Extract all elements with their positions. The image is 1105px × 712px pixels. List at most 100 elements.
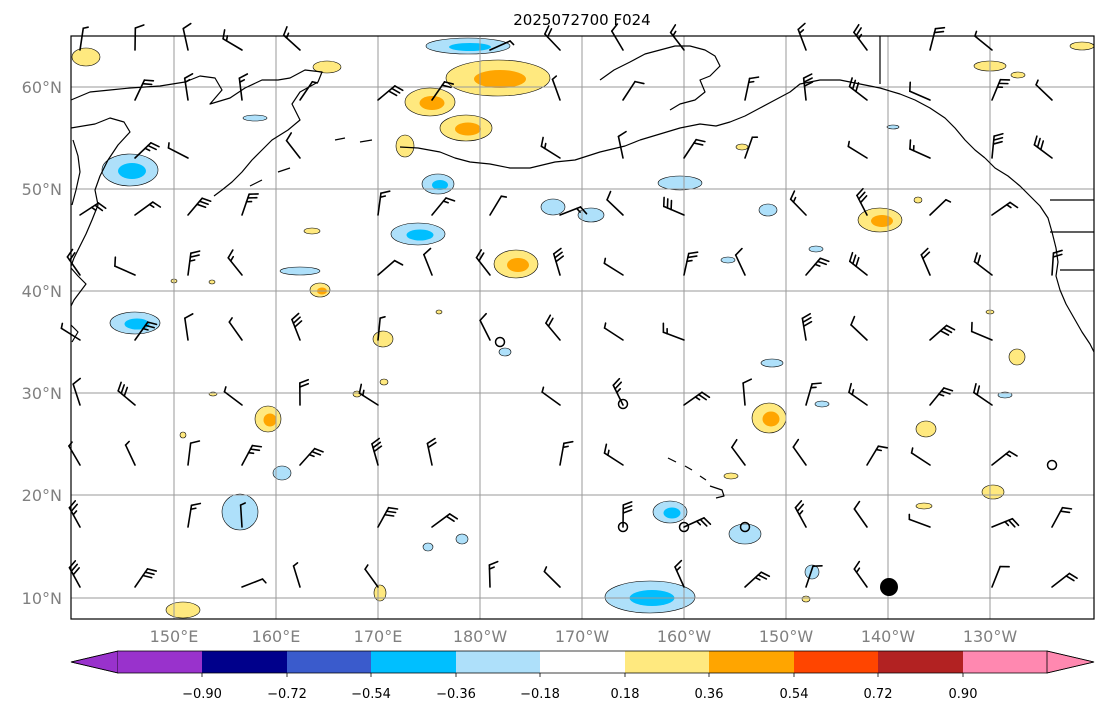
wind-barb bbox=[797, 22, 807, 51]
calm-circle bbox=[678, 521, 690, 533]
lat-label: 60°N bbox=[22, 78, 62, 97]
wind-barb bbox=[134, 142, 160, 159]
negative-anomaly-blob bbox=[272, 465, 292, 481]
colorbar-swatch bbox=[625, 651, 709, 673]
negative-anomaly-blob bbox=[455, 533, 469, 545]
positive-anomaly-blob bbox=[1010, 71, 1026, 79]
wind-barb bbox=[973, 383, 993, 406]
positive-anomaly-blob bbox=[915, 420, 937, 438]
colorbar-tick-label: −0.90 bbox=[182, 687, 222, 702]
asia-coastline bbox=[70, 69, 323, 197]
wind-barb bbox=[364, 564, 379, 588]
wind-barb bbox=[559, 440, 574, 466]
hawaiian-islands bbox=[667, 457, 725, 499]
positive-anomaly-blob bbox=[735, 143, 749, 151]
wind-barb bbox=[377, 259, 404, 276]
positive-anomaly-blob bbox=[372, 330, 394, 348]
wind-barb bbox=[479, 312, 491, 341]
wind-barb bbox=[610, 23, 624, 51]
calm-circle bbox=[739, 521, 751, 533]
wind-barb bbox=[488, 560, 499, 588]
wind-barb bbox=[683, 517, 712, 528]
negative-anomaly-core bbox=[118, 163, 146, 179]
negative-anomaly-blob bbox=[279, 266, 321, 276]
calm-circle bbox=[617, 398, 629, 410]
colorbar-swatch bbox=[287, 651, 371, 673]
wind-barb bbox=[929, 387, 954, 406]
positive-anomaly-blob bbox=[395, 134, 415, 158]
wind-barb bbox=[241, 444, 263, 466]
wind-barbs bbox=[60, 22, 1078, 588]
positive-anomaly-blob bbox=[303, 227, 321, 235]
wind-barb bbox=[970, 321, 993, 341]
wind-barb bbox=[848, 77, 868, 101]
wind-barb bbox=[920, 247, 931, 276]
wind-barb bbox=[1033, 135, 1053, 159]
colorbar-tick-label: −0.54 bbox=[351, 687, 391, 702]
negative-anomaly-blob bbox=[657, 175, 703, 191]
wind-barb bbox=[79, 26, 89, 51]
wind-barb bbox=[847, 140, 868, 159]
colorbar-swatch bbox=[371, 651, 456, 673]
canada-border bbox=[879, 36, 1094, 271]
negative-anomaly-core bbox=[663, 507, 681, 519]
wind-barb bbox=[853, 560, 868, 588]
wind-barb bbox=[167, 142, 189, 159]
wind-barb bbox=[742, 378, 753, 406]
wind-barb bbox=[603, 443, 624, 466]
wind-barb bbox=[744, 136, 759, 159]
colorbar-swatch bbox=[540, 651, 625, 673]
colorbar-tick-label: 0.36 bbox=[695, 687, 724, 702]
wind-barb bbox=[622, 80, 645, 101]
wind-barb bbox=[848, 382, 868, 406]
wind-barb bbox=[187, 250, 201, 276]
positive-anomaly-blob bbox=[379, 378, 389, 386]
wind-barb bbox=[603, 322, 624, 341]
colorbar-swatch bbox=[118, 651, 202, 673]
wind-barb bbox=[805, 382, 822, 406]
wind-barb bbox=[929, 198, 952, 216]
wind-barb bbox=[182, 22, 192, 51]
wind-barb bbox=[377, 506, 399, 528]
wind-barb bbox=[134, 321, 158, 341]
positive-anomaly-blob bbox=[312, 60, 342, 74]
colorbar-outline bbox=[70, 650, 1095, 674]
wind-barb bbox=[545, 314, 561, 341]
negative-anomaly-blob bbox=[808, 245, 824, 253]
negative-anomaly-blob bbox=[728, 523, 762, 545]
lon-label: 150°E bbox=[150, 627, 199, 646]
wind-barb bbox=[910, 447, 931, 466]
wind-barb bbox=[1051, 572, 1078, 588]
colorbar-swatch bbox=[456, 651, 540, 673]
positive-anomaly-core bbox=[762, 411, 780, 427]
positive-anomaly-blob bbox=[373, 584, 387, 602]
positive-anomaly-blob bbox=[801, 595, 811, 603]
wind-barb bbox=[299, 378, 310, 406]
wind-barb bbox=[991, 132, 1004, 159]
storm-marker bbox=[880, 578, 898, 596]
wind-barb bbox=[241, 578, 267, 588]
wind-barb bbox=[72, 377, 81, 406]
colorbar bbox=[70, 650, 1095, 677]
wind-barb bbox=[662, 322, 685, 341]
wind-barb bbox=[801, 312, 813, 341]
colorbar-tick-label: 0.54 bbox=[780, 687, 809, 702]
wind-barb bbox=[223, 386, 243, 406]
wind-barb bbox=[184, 313, 194, 341]
wind-barb bbox=[239, 502, 246, 528]
colorbar-tick-label: 0.90 bbox=[949, 687, 978, 702]
wind-barb bbox=[612, 377, 624, 406]
calm-circle bbox=[1046, 459, 1058, 471]
wind-barb bbox=[431, 81, 455, 101]
wind-barb bbox=[674, 559, 685, 588]
positive-anomaly-core bbox=[474, 70, 526, 88]
wind-barb bbox=[683, 391, 711, 406]
wind-barb bbox=[227, 249, 243, 276]
colorbar-swatch bbox=[709, 651, 794, 673]
negative-anomaly-blob bbox=[814, 400, 830, 408]
lon-label: 160°E bbox=[252, 627, 301, 646]
positive-anomaly-core bbox=[263, 413, 277, 427]
wind-barb bbox=[683, 251, 699, 276]
positive-anomaly-core bbox=[419, 96, 445, 110]
wind-barb bbox=[377, 190, 391, 216]
